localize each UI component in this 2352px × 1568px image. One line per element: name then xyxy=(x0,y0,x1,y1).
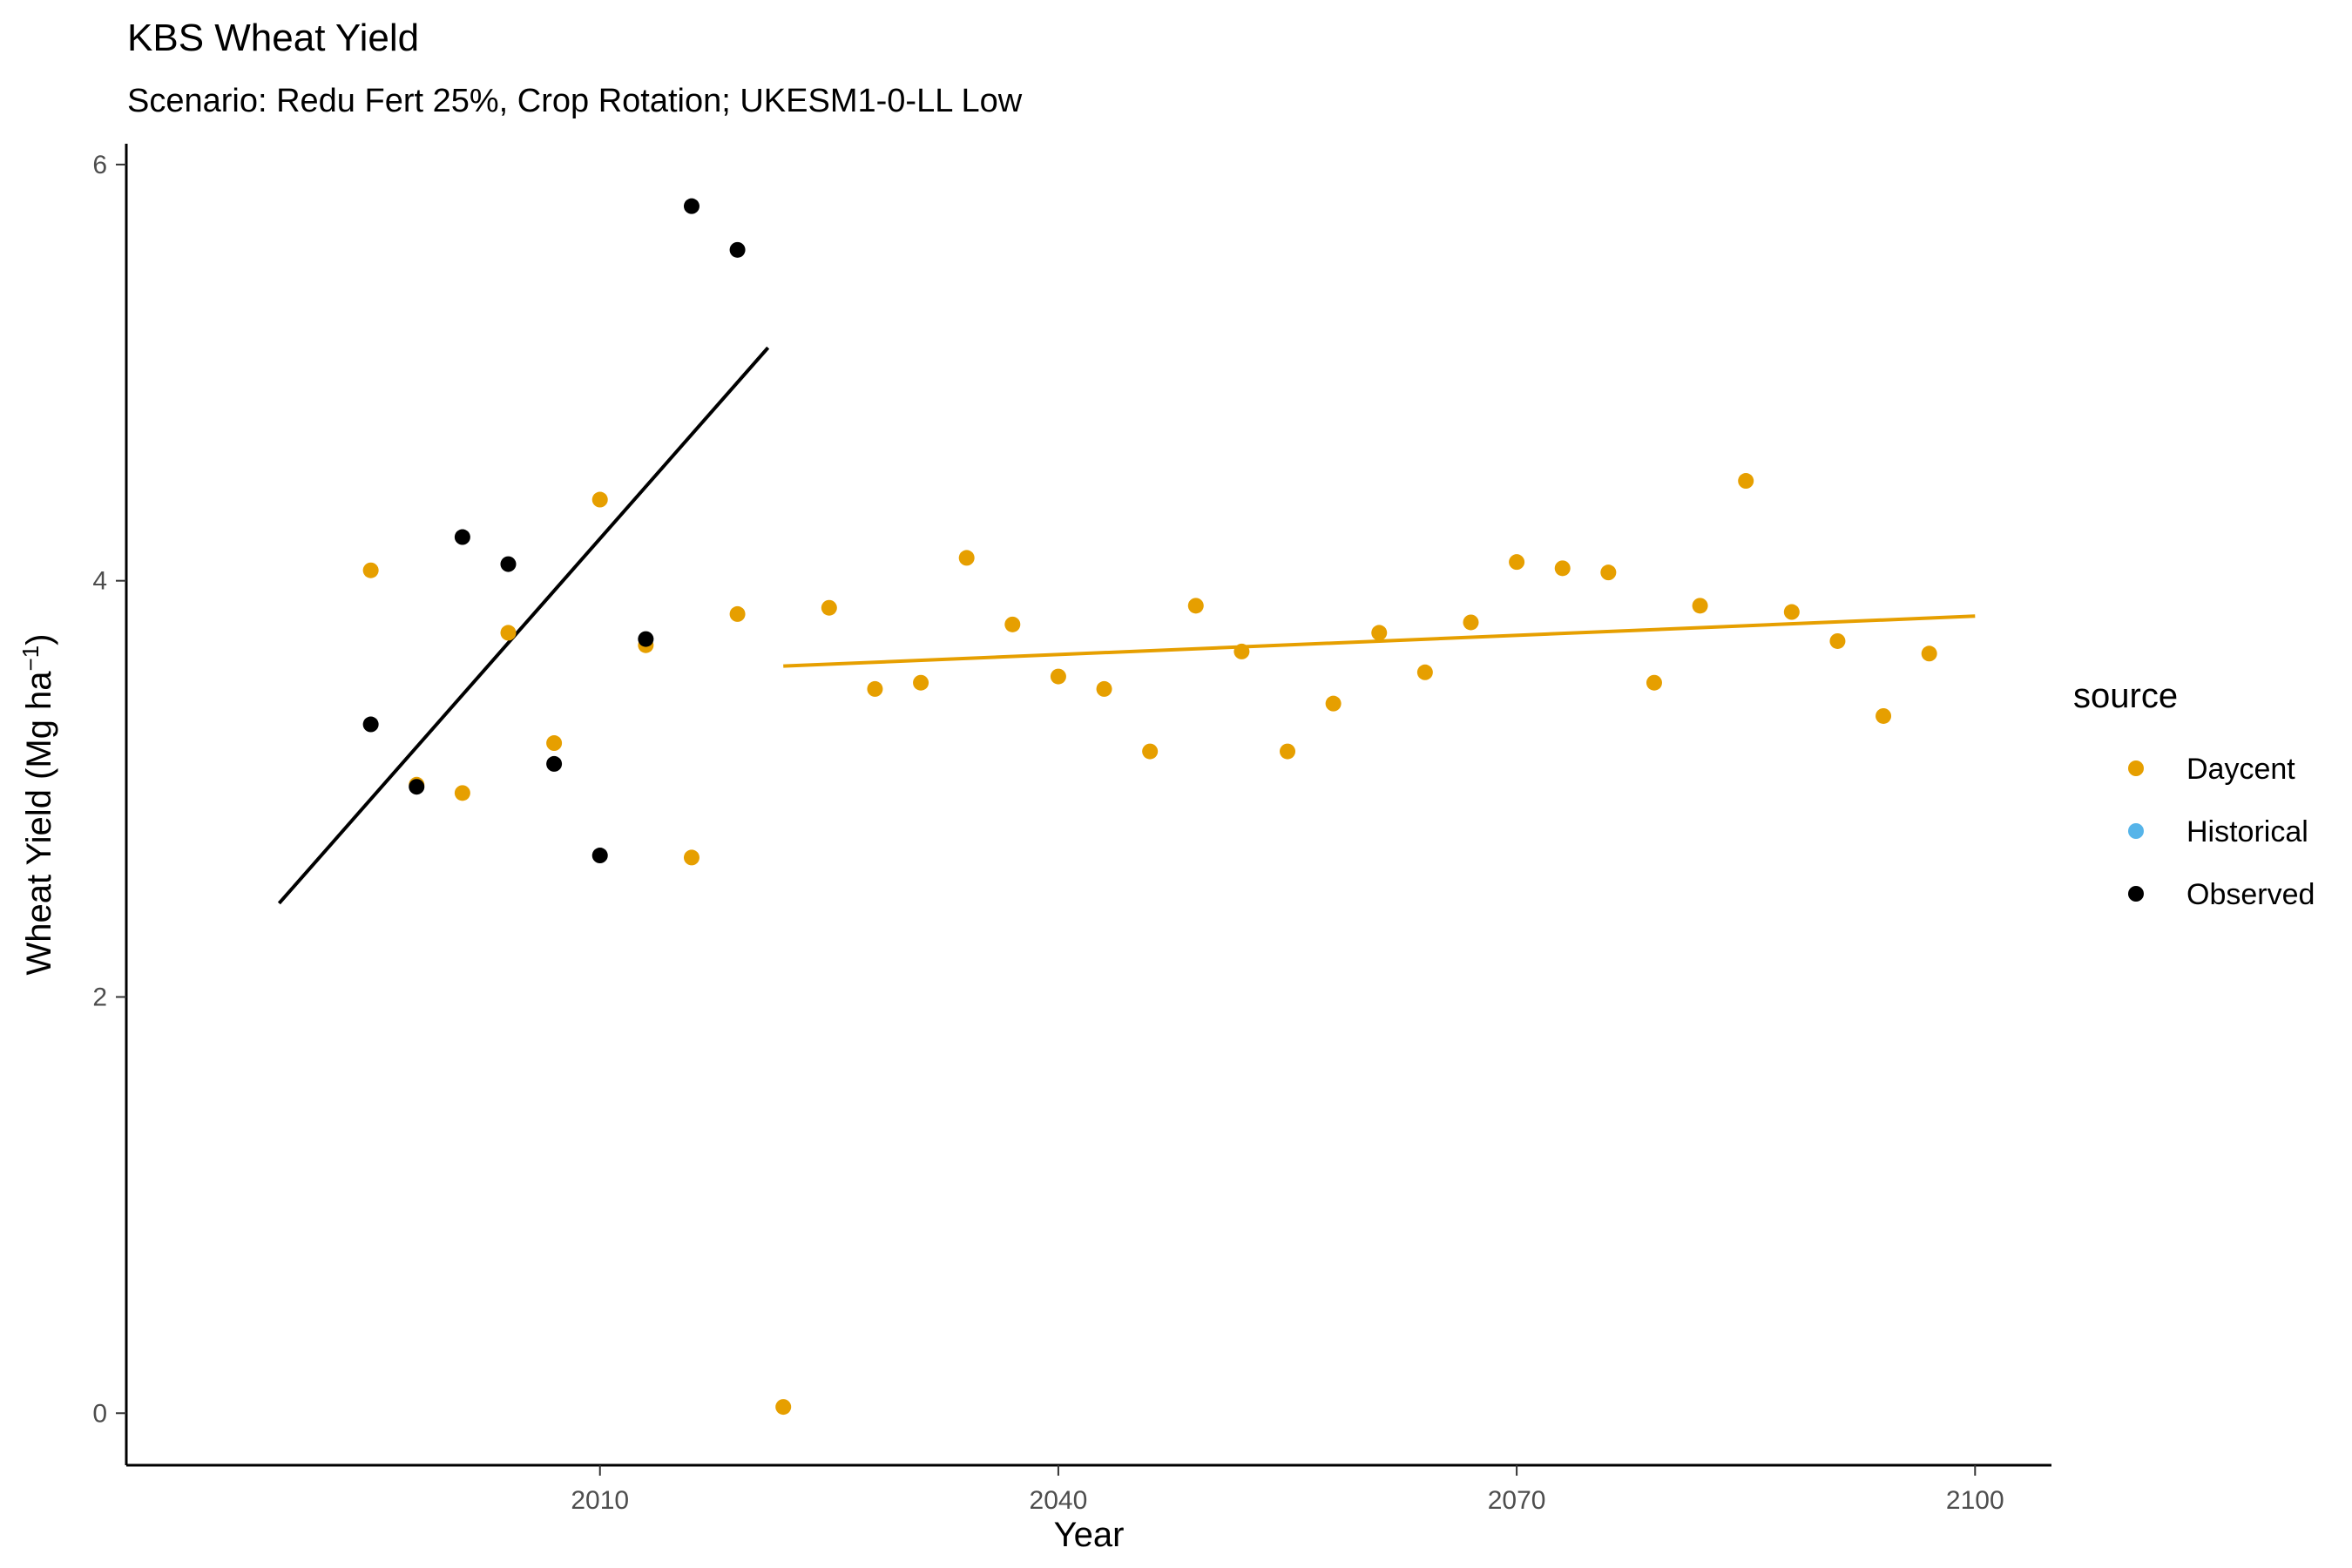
point-daycent xyxy=(1600,564,1617,581)
point-daycent xyxy=(1921,645,1937,662)
point-daycent xyxy=(1004,616,1021,632)
point-daycent xyxy=(1646,674,1662,691)
point-daycent xyxy=(1783,604,1800,620)
chart-subtitle: Scenario: Redu Fert 25%, Crop Rotation; … xyxy=(127,83,1023,119)
y-axis-title: Wheat Yield (Mg ha−1) xyxy=(17,633,58,975)
point-daycent xyxy=(775,1399,792,1416)
y-tick-label: 6 xyxy=(92,151,107,179)
x-tick-label: 2100 xyxy=(1946,1486,2004,1515)
point-daycent xyxy=(1325,695,1342,712)
chart-title: KBS Wheat Yield xyxy=(127,17,419,59)
point-observed xyxy=(591,848,608,864)
y-tick-label: 0 xyxy=(92,1399,107,1428)
point-daycent xyxy=(1554,560,1571,577)
point-observed xyxy=(683,198,700,214)
y-axis-title-close: ) xyxy=(20,633,58,645)
point-daycent xyxy=(1463,614,1479,631)
x-axis-ticks: 2010 2040 2070 2100 xyxy=(571,1465,2004,1515)
point-daycent xyxy=(1416,664,1433,680)
y-tick-label: 4 xyxy=(92,567,107,596)
trend-line-daycent xyxy=(783,614,1976,668)
point-daycent xyxy=(454,785,470,801)
point-daycent xyxy=(591,491,608,508)
legend-key-daycent xyxy=(2128,760,2144,776)
y-axis-title-superscript: −1 xyxy=(17,645,44,672)
point-daycent xyxy=(1050,668,1066,685)
y-axis-ticks: 0 2 4 6 xyxy=(92,151,126,1428)
y-tick-label: 2 xyxy=(92,983,107,1011)
legend: source Daycent Historical Observed xyxy=(2073,677,2315,911)
data-points xyxy=(362,198,1937,1416)
point-observed xyxy=(500,556,517,572)
point-daycent xyxy=(1509,554,1525,571)
point-daycent xyxy=(1096,680,1112,697)
trend-line-observed xyxy=(277,346,770,905)
legend-label-observed: Observed xyxy=(2186,878,2315,911)
point-daycent xyxy=(1692,598,1708,614)
x-tick-label: 2040 xyxy=(1030,1486,1088,1515)
point-daycent xyxy=(729,605,746,622)
point-observed xyxy=(454,529,470,545)
legend-title: source xyxy=(2073,677,2178,715)
legend-label-historical: Historical xyxy=(2186,815,2308,848)
point-daycent xyxy=(958,550,975,566)
legend-entries: Daycent Historical Observed xyxy=(2128,753,2315,911)
point-observed xyxy=(729,241,746,258)
point-observed xyxy=(409,779,425,795)
point-daycent xyxy=(1187,598,1204,614)
point-daycent xyxy=(1280,743,1296,760)
point-observed xyxy=(362,716,379,733)
point-daycent xyxy=(1371,625,1388,641)
point-daycent xyxy=(362,562,379,578)
x-tick-label: 2070 xyxy=(1488,1486,1546,1515)
legend-label-daycent: Daycent xyxy=(2186,753,2295,786)
y-axis-title-main: Wheat Yield (Mg ha xyxy=(20,671,58,976)
trend-lines xyxy=(277,346,1976,905)
point-daycent xyxy=(1142,743,1159,760)
point-daycent xyxy=(1876,707,1892,724)
point-observed xyxy=(546,755,563,772)
point-daycent xyxy=(500,625,517,641)
x-tick-label: 2010 xyxy=(571,1486,629,1515)
legend-key-observed xyxy=(2128,886,2144,902)
point-daycent xyxy=(1233,643,1250,659)
point-daycent xyxy=(867,680,883,697)
point-daycent xyxy=(1738,473,1754,490)
point-daycent xyxy=(821,599,837,616)
point-daycent xyxy=(683,849,700,866)
legend-key-historical xyxy=(2128,823,2144,839)
x-axis-title: Year xyxy=(1054,1516,1125,1554)
point-daycent xyxy=(1829,632,1846,649)
point-daycent xyxy=(913,674,929,691)
point-daycent xyxy=(546,735,563,752)
point-observed xyxy=(638,631,654,647)
